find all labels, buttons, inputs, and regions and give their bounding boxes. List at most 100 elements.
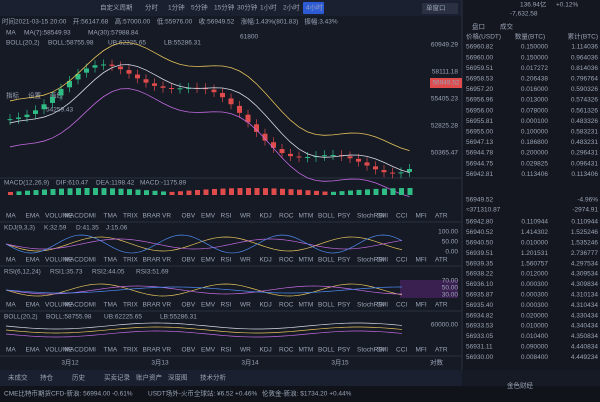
indicator-tab[interactable]: VOLUME <box>45 347 73 354</box>
indicator-tab[interactable]: SMI <box>377 213 389 220</box>
book-cell[interactable]: 1.560757 <box>521 260 548 267</box>
book-cell[interactable]: 1.414302 <box>521 229 548 236</box>
indicator-tab[interactable]: KDJ <box>260 213 272 220</box>
book-cell[interactable]: 0.000300 <box>521 292 548 299</box>
book-cell[interactable]: 56931.11 <box>466 344 493 351</box>
indicator-tab[interactable]: ATR <box>435 257 448 264</box>
indicator-tab[interactable]: MTM <box>299 347 314 354</box>
indicator-tab[interactable]: WR <box>240 257 251 264</box>
toolbar-item[interactable]: 自定义周期 <box>100 3 133 12</box>
book-cell[interactable]: 0.296431 <box>571 150 598 157</box>
bottom-tab[interactable]: 技术分析 <box>200 373 227 382</box>
book-cell[interactable]: 4.309834 <box>571 281 598 288</box>
indicator-tab[interactable]: EMV <box>201 347 216 354</box>
book-cell[interactable]: 0.029825 <box>521 160 548 167</box>
indicator-tab[interactable]: OBV <box>182 257 196 264</box>
book-cell[interactable]: 0.186800 <box>521 139 548 146</box>
book-cell[interactable]: 56935.40 <box>466 302 493 309</box>
book-cell[interactable]: 0.017272 <box>521 65 548 72</box>
indicator-tab[interactable]: TMA <box>104 302 118 309</box>
indicator-tab[interactable]: TRIX <box>123 257 138 264</box>
indicator-tab[interactable]: RSI <box>221 257 232 264</box>
indicator-tab[interactable]: RSI <box>221 302 232 309</box>
indicator-tab[interactable]: TMA <box>104 257 118 264</box>
bottom-tab[interactable]: 买卖记录 <box>104 374 131 382</box>
book-cell[interactable]: 0.814036 <box>571 65 598 72</box>
book-cell[interactable]: 56957.20 <box>466 86 493 93</box>
book-cell[interactable]: 0.000300 <box>521 302 548 309</box>
book-cell[interactable]: 56944.75 <box>466 160 493 167</box>
book-cell[interactable]: 0.000300 <box>521 281 548 288</box>
indicator-tab[interactable]: EMA <box>26 213 41 220</box>
indicator-tab[interactable]: TMA <box>104 213 118 220</box>
indicator-tab[interactable]: EMV <box>201 302 216 309</box>
indicator-tab[interactable]: EMA <box>26 257 41 264</box>
indicator-tab[interactable]: MA <box>6 257 16 264</box>
indicator-tab[interactable]: OBV <box>182 213 196 220</box>
period-button[interactable]: 1小时 <box>260 3 277 12</box>
book-cell[interactable]: 4.350834 <box>571 333 598 340</box>
indicator-tab[interactable]: CCI <box>396 347 407 354</box>
indicator-tab[interactable]: TMA <box>104 347 118 354</box>
book-cell[interactable]: 56940.50 <box>466 240 493 247</box>
indicator-tab[interactable]: StochRSI <box>357 302 385 309</box>
book-cell[interactable]: 56960.82 <box>466 44 493 51</box>
indicator-tab[interactable]: MFI <box>416 347 427 354</box>
book-cell[interactable]: 0.583231 <box>571 129 598 136</box>
indicator-tab[interactable]: DMI <box>84 347 96 354</box>
indicator-tab[interactable]: SMI <box>377 302 389 309</box>
bottom-tab[interactable]: 历史 <box>72 373 86 382</box>
indicator-tab[interactable]: WR <box>240 347 251 354</box>
book-cell[interactable]: 56944.78 <box>466 150 493 157</box>
indicator-tab[interactable]: RSI <box>221 347 232 354</box>
book-cell[interactable]: 4.330434 <box>571 312 598 319</box>
indicator-tab[interactable]: PSY <box>338 213 352 220</box>
indicator-tab[interactable]: TRIX <box>123 213 138 220</box>
book-cell[interactable]: 56956.96 <box>466 97 493 104</box>
book-cell[interactable]: 56938.22 <box>466 271 493 278</box>
book-cell[interactable]: 56939.51 <box>466 250 493 257</box>
indicator-tab[interactable]: DMI <box>84 213 96 220</box>
indicator-tab[interactable]: BOLL <box>318 302 335 309</box>
indicator-tab[interactable]: MA <box>6 347 16 354</box>
bottom-tab[interactable]: 未成交 <box>8 373 28 382</box>
book-cell[interactable]: 56960.00 <box>466 54 493 61</box>
book-cell[interactable]: 56955.00 <box>466 129 493 136</box>
book-cell[interactable]: 1.535246 <box>571 240 598 247</box>
book-cell[interactable]: 0.150000 <box>521 54 548 61</box>
indicator-tab[interactable]: MTM <box>299 302 314 309</box>
book-cell[interactable]: 56934.82 <box>466 312 493 319</box>
book-cell[interactable]: 56939.35 <box>466 260 493 267</box>
indicator-tab[interactable]: EMV <box>201 213 216 220</box>
indicator-tab[interactable]: ROC <box>279 213 294 220</box>
indicator-tab[interactable]: BRAR <box>143 213 161 220</box>
book-cell[interactable]: 0.020000 <box>521 312 548 319</box>
book-cell[interactable]: 0.483231 <box>571 139 598 146</box>
indicator-tab[interactable]: TRIX <box>123 302 138 309</box>
indicator-tab[interactable]: StochRSI <box>357 213 385 220</box>
book-cell[interactable]: 56959.51 <box>466 65 493 72</box>
book-cell[interactable]: 4.297534 <box>571 260 598 267</box>
book-cell[interactable]: 0.000100 <box>521 118 548 125</box>
book-cell[interactable]: 4.310134 <box>571 292 598 299</box>
book-cell[interactable]: 0.483326 <box>571 118 598 125</box>
bottom-tab[interactable]: 账户资产 <box>136 373 163 382</box>
book-cell[interactable]: 0.012000 <box>521 271 548 278</box>
book-cell[interactable]: 0.113406 <box>571 171 598 178</box>
indicator-tab[interactable]: RSI <box>221 213 232 220</box>
indicator-tab[interactable]: SMI <box>377 347 389 354</box>
period-button[interactable]: 2小时 <box>283 3 300 12</box>
indicator-tab[interactable]: BOLL <box>318 347 335 354</box>
indicator-tab[interactable]: VR <box>162 213 171 220</box>
indicator-tab[interactable]: MTM <box>299 257 314 264</box>
indicator-tab[interactable]: MFI <box>416 257 427 264</box>
book-cell[interactable]: 0.796764 <box>571 76 598 83</box>
book-cell[interactable]: 0.561326 <box>571 107 598 114</box>
bottom-tab[interactable]: 深度图 <box>168 373 188 382</box>
indicator-tab[interactable]: MFI <box>416 213 427 220</box>
book-cell[interactable]: 0.200000 <box>521 150 548 157</box>
indicator-tab[interactable]: EMV <box>201 257 216 264</box>
book-cell[interactable]: 0.150000 <box>521 44 548 51</box>
indicator-tab[interactable]: ROC <box>279 302 294 309</box>
book-cell[interactable]: 0.010400 <box>521 333 548 340</box>
